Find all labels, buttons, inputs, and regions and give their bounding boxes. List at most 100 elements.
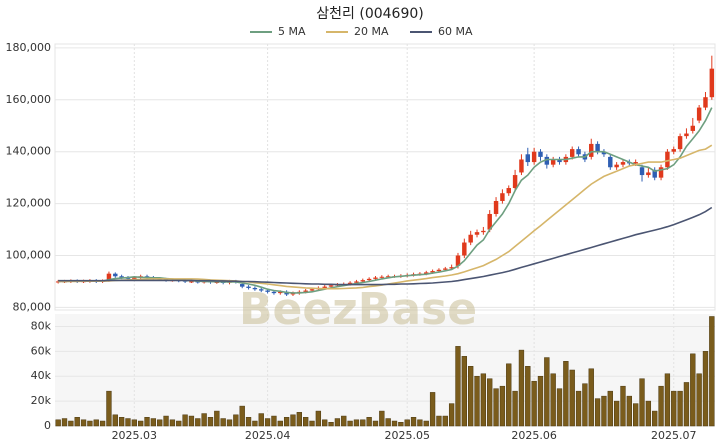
volume-bar bbox=[353, 419, 360, 427]
volume-bar bbox=[620, 385, 626, 427]
volume-bar bbox=[99, 420, 106, 427]
volume-bar bbox=[461, 356, 467, 427]
candle-body bbox=[614, 164, 619, 168]
legend-label: 60 MA bbox=[438, 25, 473, 38]
volume-bar bbox=[138, 420, 144, 427]
volume-bar bbox=[709, 316, 715, 427]
candle-body bbox=[506, 188, 511, 194]
volume-bar bbox=[379, 410, 385, 427]
candle-body bbox=[189, 281, 194, 283]
volume-bar bbox=[690, 353, 696, 427]
candle-body bbox=[512, 175, 518, 189]
volume-bar bbox=[201, 413, 207, 427]
x-tick-label: 2025.06 bbox=[511, 429, 557, 442]
candle-body bbox=[557, 159, 562, 163]
candle-body bbox=[493, 201, 499, 214]
volume-bar bbox=[563, 361, 569, 427]
candle-body bbox=[646, 172, 651, 176]
volume-bar bbox=[417, 419, 423, 427]
candle-body bbox=[620, 162, 626, 165]
volume-bar bbox=[537, 375, 544, 427]
volume-bar bbox=[696, 373, 702, 427]
volume-bar bbox=[303, 417, 309, 427]
volume-bar bbox=[626, 395, 632, 427]
candle-body bbox=[633, 162, 638, 164]
volume-bar bbox=[176, 420, 182, 427]
y-tick-label: 60k bbox=[31, 344, 52, 357]
volume-bar bbox=[702, 351, 709, 427]
ma-line bbox=[58, 206, 713, 286]
volume-bar bbox=[106, 390, 112, 427]
volume-bar bbox=[87, 420, 93, 427]
candle-body bbox=[119, 276, 124, 278]
candle-body bbox=[322, 286, 327, 288]
candle-body bbox=[113, 273, 118, 277]
volume-bar bbox=[594, 398, 601, 427]
price-panel bbox=[54, 43, 716, 311]
volume-bar bbox=[404, 419, 410, 427]
volume-bar bbox=[61, 418, 68, 427]
candle-body bbox=[462, 242, 467, 256]
volume-bar bbox=[93, 419, 99, 427]
y-tick-label: 100,000 bbox=[6, 249, 52, 262]
volume-bar bbox=[671, 390, 677, 427]
volume-bar bbox=[658, 385, 664, 427]
volume-bar bbox=[315, 410, 322, 427]
candle-body bbox=[252, 287, 258, 290]
volume-bar bbox=[252, 420, 258, 427]
candle-body bbox=[246, 286, 251, 288]
candle-body bbox=[309, 289, 315, 291]
x-tick-label: 2025.05 bbox=[384, 429, 430, 442]
volume-bar bbox=[334, 418, 341, 427]
volume-bar bbox=[182, 414, 188, 427]
volume-bar bbox=[525, 366, 531, 427]
volume-bar bbox=[328, 422, 334, 427]
candle-body bbox=[239, 284, 245, 287]
y-tick-label: 80k bbox=[31, 319, 52, 332]
volume-bar bbox=[163, 415, 169, 427]
y-tick-label: 140,000 bbox=[6, 145, 52, 158]
volume-bar bbox=[271, 415, 277, 427]
candle-body bbox=[55, 281, 61, 283]
candle-body bbox=[538, 151, 543, 157]
candle-body bbox=[550, 159, 556, 165]
volume-bar bbox=[601, 395, 607, 427]
candle-body bbox=[677, 136, 683, 150]
volume-bar bbox=[283, 417, 290, 427]
volume-bar bbox=[214, 410, 220, 427]
volume-bar bbox=[607, 390, 613, 427]
volume-bar bbox=[322, 419, 328, 427]
candle-body bbox=[576, 149, 581, 155]
volume-bar bbox=[448, 403, 455, 427]
candle-body bbox=[703, 97, 708, 108]
volume-bar bbox=[639, 378, 645, 427]
candle-body bbox=[684, 133, 689, 137]
volume-bar bbox=[80, 419, 87, 427]
candle-body bbox=[652, 169, 657, 178]
volume-bar bbox=[569, 369, 575, 427]
volume-bar bbox=[645, 400, 652, 427]
volume-bar bbox=[633, 403, 639, 427]
volume-bar bbox=[664, 373, 671, 427]
volume-bar bbox=[366, 417, 372, 427]
volume-bar bbox=[150, 418, 157, 427]
volume-bar bbox=[398, 422, 404, 427]
y-tick-label: 120,000 bbox=[6, 197, 52, 210]
volume-bar bbox=[385, 418, 391, 427]
volume-bar bbox=[531, 380, 537, 427]
volume-bar bbox=[506, 363, 512, 427]
volume-bar bbox=[125, 418, 131, 427]
volume-bar bbox=[480, 373, 487, 427]
volume-bar bbox=[652, 410, 658, 427]
candle-body bbox=[595, 143, 600, 152]
volume-bar bbox=[157, 419, 163, 427]
x-tick-label: 2025.04 bbox=[245, 429, 291, 442]
x-tick-label: 2025.03 bbox=[112, 429, 158, 442]
volume-bar bbox=[264, 418, 271, 427]
candle-body bbox=[424, 272, 429, 274]
candle-body bbox=[601, 151, 607, 155]
candle-body bbox=[474, 232, 480, 235]
volume-bar bbox=[556, 388, 563, 427]
volume-bar bbox=[487, 378, 493, 427]
